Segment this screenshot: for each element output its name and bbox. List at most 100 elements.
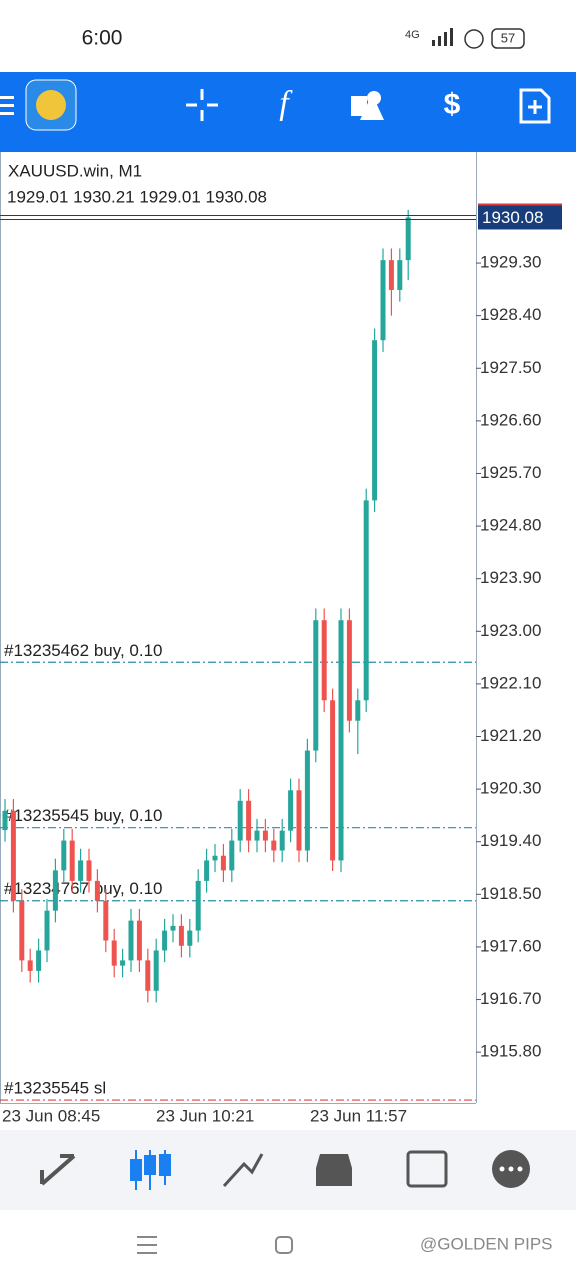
network: 4G — [405, 29, 420, 41]
y-tick-label: 1923.00 — [480, 621, 541, 640]
candle-body — [103, 900, 109, 941]
price-badge-label: 1930.08 — [482, 208, 543, 227]
candle-body — [397, 260, 403, 290]
candle-body — [288, 790, 294, 831]
candle-body — [330, 700, 336, 861]
logo-mark — [36, 90, 66, 120]
trade-button[interactable]: $ — [444, 88, 461, 121]
candle-body — [27, 960, 33, 971]
quotes-tab[interactable] — [40, 1154, 76, 1186]
candle-body — [304, 750, 310, 851]
candle-body — [220, 855, 226, 871]
y-tick-label: 1919.40 — [480, 831, 541, 850]
candle-body — [170, 925, 176, 931]
candle-body — [380, 260, 386, 341]
order-label: #13235545 sl — [4, 1079, 106, 1098]
candle-body — [204, 860, 210, 881]
candle-body — [355, 700, 361, 721]
candle-body — [52, 870, 58, 911]
order-label: #13235462 buy, 0.10 — [4, 641, 163, 660]
y-tick-label: 1915.80 — [480, 1042, 541, 1061]
candle-body — [237, 800, 243, 841]
candle-body — [246, 800, 252, 841]
y-tick-label: 1926.60 — [480, 410, 541, 429]
candle-body — [61, 840, 67, 871]
candle-body — [162, 930, 168, 951]
candle-body — [78, 860, 84, 881]
candle-body — [128, 920, 134, 961]
candle-body — [10, 810, 16, 901]
signal — [432, 28, 453, 46]
y-tick-label: 1916.70 — [480, 989, 541, 1008]
price-badge — [478, 205, 562, 230]
candle-body — [321, 620, 327, 701]
news-tab[interactable] — [406, 1150, 448, 1188]
candle-body — [187, 930, 193, 946]
candle-body — [262, 830, 268, 841]
x-tick-label: 23 Jun 08:45 — [2, 1106, 100, 1125]
candle-body — [94, 880, 100, 901]
bottom-nav — [0, 1130, 576, 1210]
candle-body — [195, 880, 201, 931]
candle-body — [346, 620, 352, 721]
candle-body — [254, 830, 260, 841]
y-tick-label: 1922.10 — [480, 673, 541, 692]
messages-dots — [499, 1166, 523, 1172]
x-tick-label: 23 Jun 11:57 — [310, 1106, 407, 1125]
system-home[interactable] — [275, 1236, 293, 1254]
candle-body — [86, 860, 92, 881]
candle-body — [405, 217, 411, 261]
status-bar — [0, 0, 576, 72]
candle-body — [338, 620, 344, 861]
candle-body — [2, 810, 8, 831]
candle-body — [296, 790, 302, 851]
battery-level: 57 — [501, 30, 515, 45]
candle-body — [271, 840, 277, 851]
candle-body — [153, 950, 159, 991]
y-tick-label: 1924.80 — [480, 516, 541, 535]
x-tick-label: 23 Jun 10:21 — [156, 1106, 254, 1125]
candle-body — [120, 960, 126, 966]
candle-body — [212, 855, 218, 861]
candle-body — [388, 260, 394, 290]
order-label: #13234767 buy, 0.10 — [4, 879, 163, 898]
candle-body — [279, 830, 285, 851]
candle-body — [363, 500, 369, 701]
objects-button[interactable] — [351, 91, 384, 120]
candle-body — [136, 920, 142, 961]
y-tick-label: 1929.30 — [480, 253, 541, 272]
y-tick-label: 1927.50 — [480, 358, 541, 377]
candle-body — [145, 960, 151, 991]
toolbar — [0, 72, 576, 152]
crosshair-button[interactable] — [186, 89, 218, 121]
plot: 1929.30 1928.40 1927.50 1926.60 1925.70 1924.… — [0, 203, 562, 1125]
watermark: @GOLDEN PIPS — [420, 1234, 553, 1253]
candle-body — [111, 940, 117, 966]
system-menu[interactable] — [137, 1236, 157, 1254]
new-order-button[interactable] — [519, 88, 551, 124]
y-tick-label: 1928.40 — [480, 305, 541, 324]
order-label: #13235545 buy, 0.10 — [4, 806, 163, 825]
trade-tab[interactable] — [222, 1153, 264, 1188]
y-tick-label: 1918.50 — [480, 884, 541, 903]
candle-body — [313, 620, 319, 751]
clock: 6:00 — [82, 27, 123, 50]
candle-body — [19, 900, 25, 961]
y-tick-label: 1917.60 — [480, 936, 541, 955]
symbol: XAUUSD.win, M1 — [8, 161, 142, 180]
history-tab[interactable] — [316, 1154, 352, 1186]
candle-body — [229, 840, 235, 871]
y-tick-label: 1923.90 — [480, 568, 541, 587]
candle-body — [69, 840, 75, 881]
ohlc-header: 1929.01 1930.21 1929.01 1930.08 — [7, 187, 267, 206]
chart-tab[interactable] — [130, 1150, 171, 1190]
candle-body — [44, 910, 50, 951]
candle-body — [178, 925, 184, 946]
vpn-icon — [464, 29, 484, 49]
menu-button[interactable] — [0, 96, 14, 115]
y-tick-label: 1925.70 — [480, 463, 541, 482]
y-tick-label: 1921.20 — [480, 726, 541, 745]
y-tick-label: 1920.30 — [480, 779, 541, 798]
